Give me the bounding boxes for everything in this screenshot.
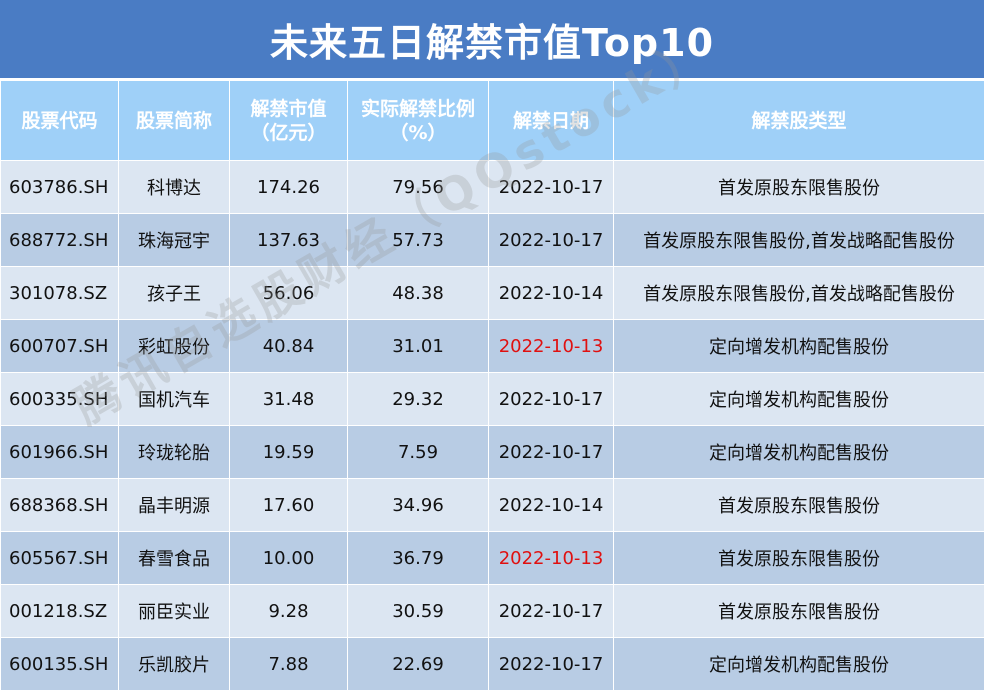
- unlock-type-cell: 定向增发机构配售股份: [613, 637, 984, 691]
- unlock-ratio-cell: 36.79: [347, 531, 489, 585]
- header-line: 解禁股类型: [751, 109, 847, 132]
- table-row: 601966.SH 玲珑轮胎 19.59 7.59 2022-10-17 定向增发机构配售…: [0, 425, 984, 479]
- table-row: 600135.SH 乐凯胶片 7.88 22.69 2022-10-17 定向增发机构配售…: [0, 637, 984, 691]
- stock-code-cell: 301078.SZ: [0, 266, 119, 320]
- unlock-ratio-cell: 30.59: [347, 584, 489, 638]
- unlock-ratio-cell: 34.96: [347, 478, 489, 532]
- stock-name-cell: 科博达: [118, 160, 230, 214]
- header-line: 实际解禁比例: [360, 97, 475, 120]
- unlock-ratio-cell: 31.01: [347, 319, 489, 373]
- header-unlock-date: 解禁日期: [488, 80, 614, 161]
- unlock-type-cell: 定向增发机构配售股份: [613, 372, 984, 426]
- header-stock-code: 股票代码: [0, 80, 119, 161]
- header-stock-name: 股票简称: [118, 80, 230, 161]
- stock-name-cell: 彩虹股份: [118, 319, 230, 373]
- table-row: 001218.SZ 丽臣实业 9.28 30.59 2022-10-17 首发原股东限售股…: [0, 584, 984, 638]
- unlock-date-cell: 2022-10-13: [488, 319, 614, 373]
- unlock-value-cell: 40.84: [229, 319, 348, 373]
- unlock-table: 股票代码 股票简称 解禁市值 （亿元） 实际解禁比例 （%） 解禁日期 解禁股类型 60378…: [0, 80, 984, 691]
- unlock-type-cell: 定向增发机构配售股份: [613, 319, 984, 373]
- unlock-ratio-cell: 57.73: [347, 213, 489, 267]
- unlock-type-cell: 定向增发机构配售股份: [613, 425, 984, 479]
- header-line: （%）: [389, 121, 447, 144]
- stock-code-cell: 688368.SH: [0, 478, 119, 532]
- table-body: 603786.SH 科博达 174.26 79.56 2022-10-17 首发原股东限售…: [0, 160, 984, 691]
- unlock-value-cell: 137.63: [229, 213, 348, 267]
- header-line: 解禁日期: [512, 109, 589, 132]
- table-row: 605567.SH 春雪食品 10.00 36.79 2022-10-13 首发原股东限售…: [0, 531, 984, 585]
- stock-code-cell: 603786.SH: [0, 160, 119, 214]
- unlock-date-cell: 2022-10-13: [488, 531, 614, 585]
- stock-name-cell: 玲珑轮胎: [118, 425, 230, 479]
- unlock-value-cell: 174.26: [229, 160, 348, 214]
- unlock-type-cell: 首发原股东限售股份: [613, 478, 984, 532]
- stock-name-cell: 晶丰明源: [118, 478, 230, 532]
- stock-code-cell: 600335.SH: [0, 372, 119, 426]
- unlock-date-cell: 2022-10-17: [488, 160, 614, 214]
- stock-code-cell: 688772.SH: [0, 213, 119, 267]
- unlock-ratio-cell: 48.38: [347, 266, 489, 320]
- unlock-type-cell: 首发原股东限售股份,首发战略配售股份: [613, 266, 984, 320]
- unlock-date-cell: 2022-10-17: [488, 213, 614, 267]
- unlock-value-cell: 19.59: [229, 425, 348, 479]
- unlock-ratio-cell: 79.56: [347, 160, 489, 214]
- header-line: 解禁市值: [250, 97, 327, 120]
- header-unlock-type: 解禁股类型: [613, 80, 984, 161]
- table-row: 600707.SH 彩虹股份 40.84 31.01 2022-10-13 定向增发机构配…: [0, 319, 984, 373]
- unlock-date-cell: 2022-10-14: [488, 478, 614, 532]
- unlock-date-cell: 2022-10-17: [488, 425, 614, 479]
- unlock-ratio-cell: 7.59: [347, 425, 489, 479]
- stock-code-cell: 001218.SZ: [0, 584, 119, 638]
- stock-code-cell: 600135.SH: [0, 637, 119, 691]
- stock-name-cell: 乐凯胶片: [118, 637, 230, 691]
- stock-name-cell: 春雪食品: [118, 531, 230, 585]
- unlock-date-cell: 2022-10-17: [488, 637, 614, 691]
- unlock-date-cell: 2022-10-14: [488, 266, 614, 320]
- stock-name-cell: 孩子王: [118, 266, 230, 320]
- stock-code-cell: 600707.SH: [0, 319, 119, 373]
- header-unlock-value: 解禁市值 （亿元）: [229, 80, 348, 161]
- unlock-value-cell: 31.48: [229, 372, 348, 426]
- unlock-value-cell: 9.28: [229, 584, 348, 638]
- header-line: （亿元）: [250, 121, 327, 144]
- table-row: 688772.SH 珠海冠宇 137.63 57.73 2022-10-17 首发原股东限…: [0, 213, 984, 267]
- stock-name-cell: 国机汽车: [118, 372, 230, 426]
- stock-name-cell: 丽臣实业: [118, 584, 230, 638]
- table-title: 未来五日解禁市值Top10: [0, 0, 984, 80]
- stock-code-cell: 605567.SH: [0, 531, 119, 585]
- unlock-date-cell: 2022-10-17: [488, 584, 614, 638]
- table-row: 688368.SH 晶丰明源 17.60 34.96 2022-10-14 首发原股东限售…: [0, 478, 984, 532]
- unlock-type-cell: 首发原股东限售股份: [613, 160, 984, 214]
- unlock-ratio-cell: 29.32: [347, 372, 489, 426]
- unlock-value-cell: 7.88: [229, 637, 348, 691]
- stock-name-cell: 珠海冠宇: [118, 213, 230, 267]
- header-row: 股票代码 股票简称 解禁市值 （亿元） 实际解禁比例 （%） 解禁日期 解禁股类型: [0, 80, 984, 161]
- unlock-value-cell: 17.60: [229, 478, 348, 532]
- table-row: 603786.SH 科博达 174.26 79.56 2022-10-17 首发原股东限售…: [0, 160, 984, 214]
- unlock-type-cell: 首发原股东限售股份: [613, 584, 984, 638]
- unlock-type-cell: 首发原股东限售股份,首发战略配售股份: [613, 213, 984, 267]
- unlock-type-cell: 首发原股东限售股份: [613, 531, 984, 585]
- unlock-value-cell: 10.00: [229, 531, 348, 585]
- unlock-date-cell: 2022-10-17: [488, 372, 614, 426]
- header-line: 股票代码: [21, 109, 98, 132]
- unlock-value-cell: 56.06: [229, 266, 348, 320]
- header-unlock-ratio: 实际解禁比例 （%）: [347, 80, 489, 161]
- table-row: 600335.SH 国机汽车 31.48 29.32 2022-10-17 定向增发机构配…: [0, 372, 984, 426]
- unlock-ratio-cell: 22.69: [347, 637, 489, 691]
- table-row: 301078.SZ 孩子王 56.06 48.38 2022-10-14 首发原股东限售股…: [0, 266, 984, 320]
- header-line: 股票简称: [135, 109, 212, 132]
- stock-code-cell: 601966.SH: [0, 425, 119, 479]
